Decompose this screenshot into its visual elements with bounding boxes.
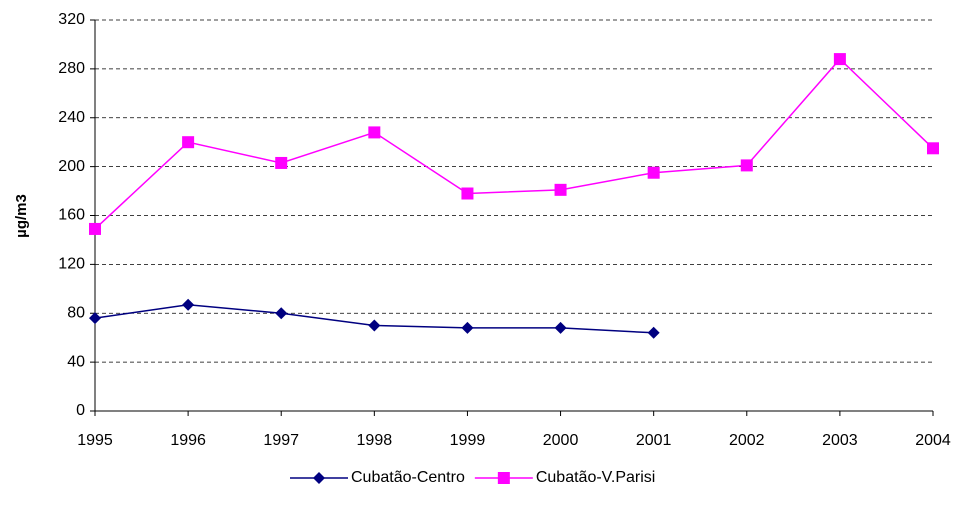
data-point xyxy=(89,222,101,235)
x-tick-label: 2004 xyxy=(915,432,951,449)
data-point xyxy=(554,321,567,334)
y-tick-label: 320 xyxy=(58,11,85,28)
data-point xyxy=(740,159,753,172)
data-point xyxy=(554,183,567,196)
y-tick-label: 200 xyxy=(58,158,85,175)
data-point xyxy=(275,156,288,169)
data-point xyxy=(461,187,474,200)
data-point xyxy=(368,126,381,139)
y-tick-label: 0 xyxy=(76,402,85,419)
data-point xyxy=(368,319,381,332)
y-tick-label: 80 xyxy=(67,304,85,321)
series-line xyxy=(94,58,934,230)
legend-label: Cubatão-Centro xyxy=(351,469,465,486)
y-tick-label: 280 xyxy=(58,60,85,77)
data-point xyxy=(647,326,660,339)
data-point xyxy=(461,321,474,334)
legend-label: Cubatão-V.Parisi xyxy=(536,469,655,486)
x-tick-label: 1999 xyxy=(450,432,486,449)
data-point xyxy=(833,53,846,66)
y-tick-label: 120 xyxy=(58,256,85,273)
legend-marker xyxy=(497,472,510,484)
data-point xyxy=(89,312,101,325)
data-point xyxy=(275,307,288,320)
x-tick-label: 1998 xyxy=(357,432,393,449)
x-tick-label: 2003 xyxy=(822,432,858,449)
x-tick-label: 2000 xyxy=(543,432,579,449)
x-tick-label: 2001 xyxy=(636,432,672,449)
data-point xyxy=(182,136,195,149)
x-tick-label: 2002 xyxy=(729,432,765,449)
y-tick-label: 160 xyxy=(58,207,85,224)
x-tick-label: 1995 xyxy=(77,432,113,449)
y-axis-label: µg/m3 xyxy=(13,194,30,238)
data-point xyxy=(647,166,660,179)
legend-marker xyxy=(313,472,325,484)
x-tick-label: 1997 xyxy=(263,432,299,449)
data-point xyxy=(927,142,939,155)
y-tick-label: 240 xyxy=(58,109,85,126)
x-tick-label: 1996 xyxy=(170,432,206,449)
y-tick-label: 40 xyxy=(67,353,85,370)
data-point xyxy=(182,298,195,311)
